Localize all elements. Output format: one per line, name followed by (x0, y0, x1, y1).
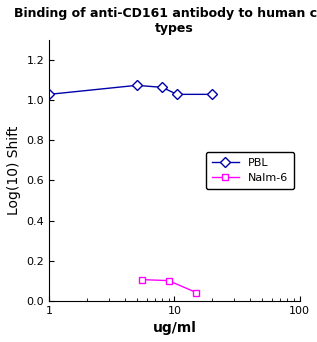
PBL (47, 92, 51, 96)
PBL (175, 92, 179, 96)
Nalm-6 (140, 278, 144, 282)
Title: Binding of anti-CD161 antibody to human cell
types: Binding of anti-CD161 antibody to human … (14, 7, 317, 35)
PBL (135, 83, 139, 88)
X-axis label: ug/ml: ug/ml (152, 321, 196, 335)
Nalm-6 (167, 279, 171, 283)
Y-axis label: Log(10) Shift: Log(10) Shift (7, 126, 21, 215)
PBL (160, 85, 164, 89)
Legend: PBL, Nalm-6: PBL, Nalm-6 (206, 152, 294, 189)
Line: Nalm-6: Nalm-6 (138, 276, 200, 296)
Line: PBL: PBL (46, 82, 216, 98)
PBL (210, 92, 214, 96)
Nalm-6 (195, 291, 198, 295)
